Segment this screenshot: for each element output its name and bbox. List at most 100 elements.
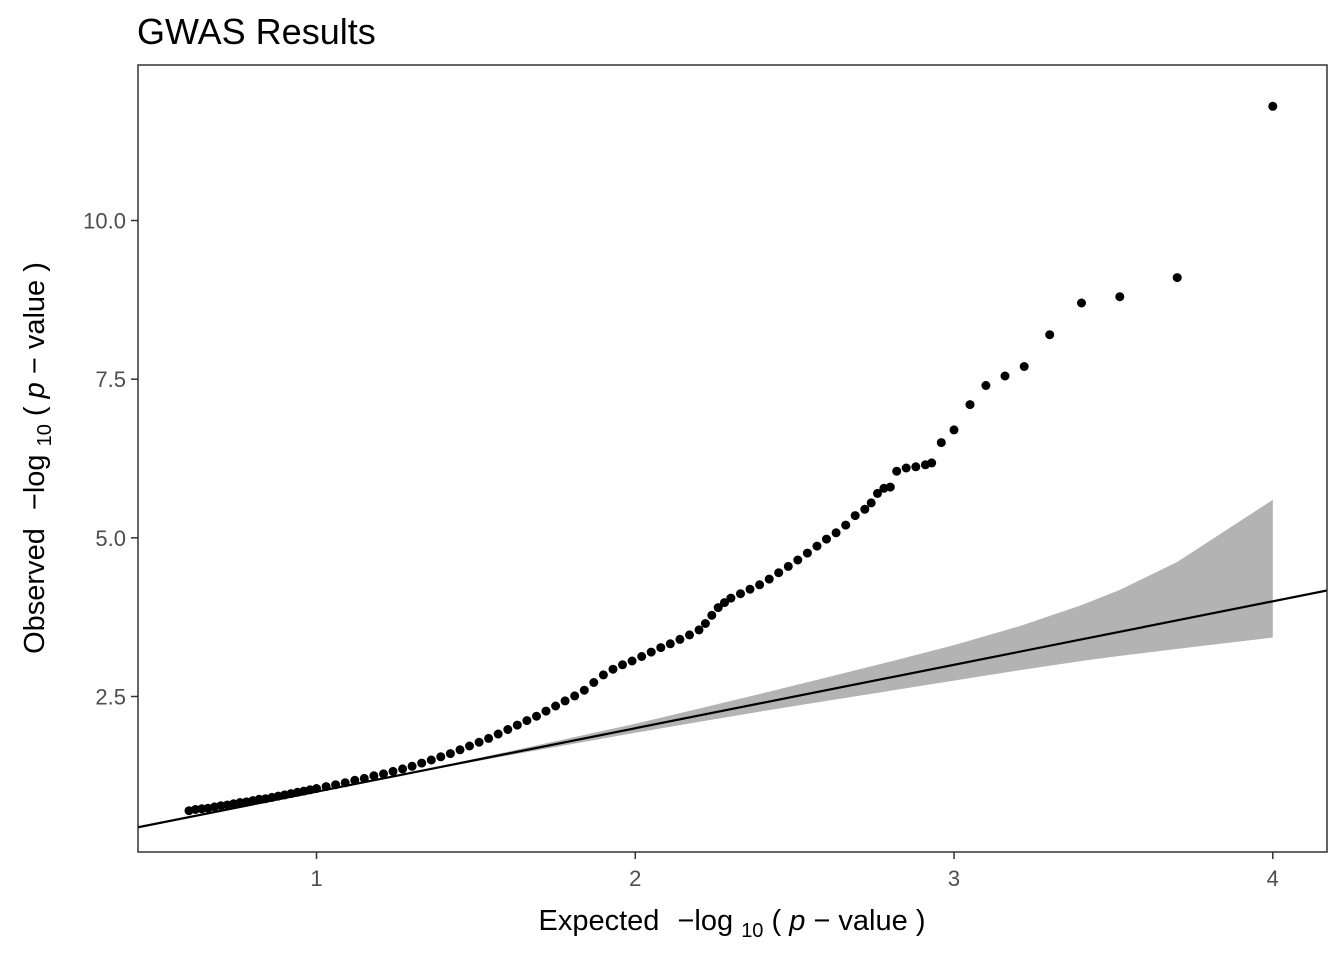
data-point: [793, 555, 803, 565]
data-point: [866, 498, 876, 508]
data-point: [1172, 273, 1182, 283]
data-point: [936, 438, 946, 448]
data-point: [949, 425, 959, 435]
x-axis-label: Expected −log 10 ( p − value ): [539, 905, 926, 944]
chart-title: GWAS Results: [137, 11, 376, 52]
data-point: [570, 691, 580, 701]
x-axis-label-close-paren: ): [916, 905, 926, 937]
data-point: [860, 504, 870, 514]
data-point: [579, 685, 589, 695]
data-point: [398, 764, 408, 774]
data-point: [359, 773, 369, 783]
data-point: [426, 755, 436, 765]
data-point: [1000, 371, 1010, 381]
plot-area: [138, 101, 1327, 829]
data-point: [694, 625, 704, 635]
data-point: [665, 639, 675, 649]
data-point: [885, 482, 895, 492]
data-point: [618, 660, 627, 670]
x-axis-label-prefix: Expected: [539, 905, 660, 937]
data-point: [726, 593, 736, 603]
x-tick-label: 1: [310, 866, 322, 891]
data-point: [350, 775, 360, 785]
data-point: [627, 656, 637, 666]
y-axis-label: Observed −log 10 ( p − value ): [19, 262, 58, 654]
x-axis-label-open-paren: (: [772, 905, 782, 937]
x-axis: 1 2 3 4: [310, 852, 1279, 891]
y-axis-label-variable: p: [19, 382, 51, 399]
data-point: [1077, 298, 1086, 308]
data-point: [720, 598, 729, 608]
y-axis-label-minus-log: −log: [19, 454, 51, 510]
data-point: [700, 619, 710, 628]
data-point: [783, 561, 793, 571]
data-point: [646, 647, 656, 657]
data-point: [892, 466, 902, 476]
data-point: [1268, 101, 1278, 111]
data-point: [512, 720, 522, 730]
data-point: [736, 589, 745, 599]
data-points: [184, 101, 1278, 816]
data-point: [560, 696, 570, 706]
data-point: [455, 745, 465, 755]
y-tick-label: 5.0: [95, 526, 126, 551]
confidence-band: [412, 499, 1273, 774]
data-point: [755, 580, 765, 590]
x-axis-label-value: − value: [813, 905, 907, 937]
data-point: [713, 603, 723, 613]
data-point: [802, 548, 812, 558]
data-point: [637, 652, 647, 661]
data-point: [340, 778, 350, 788]
data-point: [493, 729, 503, 739]
data-point: [831, 528, 841, 538]
data-point: [707, 610, 717, 620]
y-tick-label: 7.5: [95, 367, 126, 392]
data-point: [656, 643, 666, 653]
x-axis-label-subscript: 10: [741, 920, 763, 942]
y-tick-label: 10.0: [83, 208, 126, 233]
data-point: [745, 584, 755, 594]
data-point: [1045, 330, 1055, 340]
data-point: [474, 737, 484, 747]
data-point: [388, 766, 398, 776]
data-point: [598, 670, 608, 680]
data-point: [321, 782, 331, 792]
data-point: [1019, 362, 1029, 371]
data-point: [484, 733, 494, 743]
data-point: [873, 488, 882, 498]
y-axis-label-close-paren: ): [19, 262, 51, 272]
data-point: [407, 761, 417, 771]
y-axis-label-open-paren: (: [19, 406, 51, 416]
x-axis-label-minus-log: −log: [677, 905, 733, 937]
y-axis: 2.5 5.0 7.5 10.0: [83, 208, 138, 710]
data-point: [532, 711, 541, 721]
y-axis-label-subscript: 10: [34, 424, 56, 446]
data-point: [965, 400, 975, 410]
data-point: [551, 701, 561, 711]
data-point: [503, 725, 513, 734]
x-tick-label: 3: [948, 866, 960, 891]
data-point: [589, 678, 599, 687]
y-tick-label: 2.5: [95, 685, 126, 710]
data-point: [675, 634, 685, 644]
data-point: [822, 534, 831, 544]
data-point: [379, 769, 388, 779]
plot-border: [137, 64, 1328, 853]
data-point: [911, 462, 921, 472]
data-point: [312, 784, 321, 793]
data-point: [685, 630, 694, 640]
y-axis-label-prefix: Observed: [19, 528, 51, 654]
data-point: [841, 520, 851, 530]
data-point: [901, 463, 911, 473]
data-point: [764, 574, 774, 584]
data-point: [541, 706, 551, 716]
data-point: [1115, 292, 1125, 302]
y-axis-label-value: − value: [19, 280, 51, 374]
x-tick-label: 2: [629, 866, 641, 891]
data-point: [981, 381, 991, 390]
x-axis-label-variable: p: [788, 905, 805, 937]
data-point: [927, 458, 937, 468]
data-point: [774, 568, 784, 578]
